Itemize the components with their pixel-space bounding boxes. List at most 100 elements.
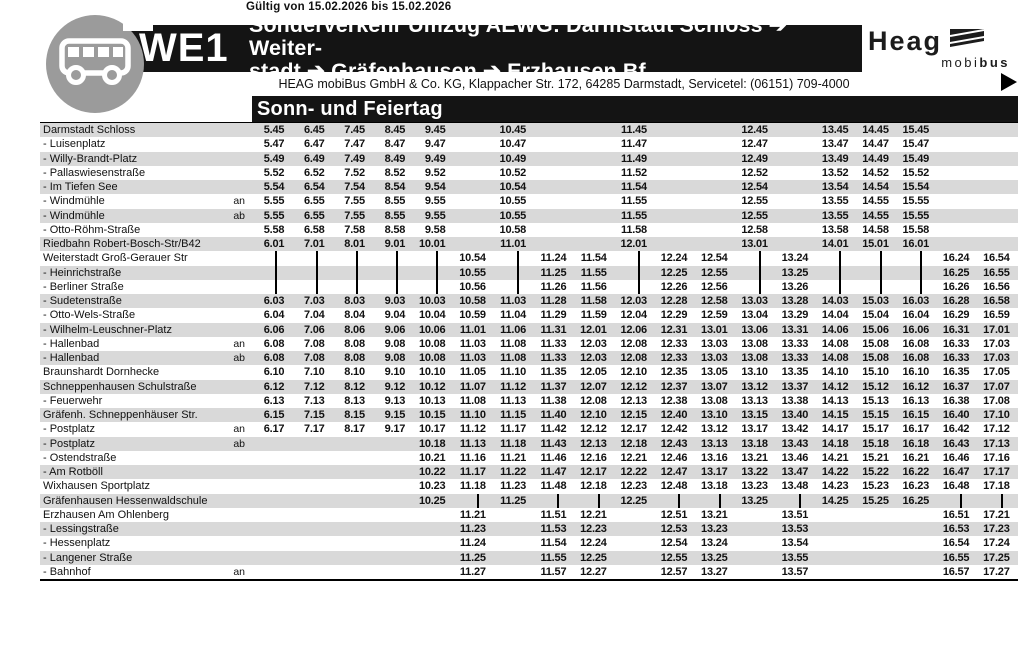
time-cell: 8.03 [344, 295, 365, 308]
time-cell: 17.03 [983, 337, 1010, 350]
time-cell [373, 522, 413, 536]
table-row: - Windmühle an 5.55 6.55 7.55 8.55 9.55 10.55 11… [40, 194, 1018, 208]
route-number: WE1 [139, 26, 229, 70]
time-cell [252, 451, 292, 465]
time-cell [574, 237, 614, 251]
time-cell: 6.13 [263, 394, 285, 407]
pass-through-mark [758, 265, 761, 280]
time-cell: 13.17 [741, 423, 768, 436]
route-header-bar: WE1 Sonderverkehr Umzug AEWG: Darmstadt … [115, 14, 862, 83]
time-cell [937, 223, 977, 237]
time-cell [574, 209, 614, 223]
time-cell: 14.23 [821, 480, 849, 493]
time-cell [292, 265, 332, 280]
time-cell: 13.33 [781, 352, 809, 365]
time-cell: 11.05 [459, 366, 486, 379]
time-cell: 14.49 [862, 152, 889, 165]
pass-through-mark [436, 251, 439, 266]
time-cell [736, 565, 776, 579]
time-cell [655, 194, 695, 208]
time-cell: 16.42 [942, 423, 970, 436]
time-cell [695, 223, 735, 237]
time-cell: 16.33 [942, 337, 970, 350]
table-row: - Am Rotböll 10.22 11.17 11.22 11.47 12.17 12.… [40, 465, 1018, 480]
time-cell: 13.37 [781, 380, 809, 393]
time-cell: 15.58 [902, 223, 930, 236]
time-cell: 12.47 [741, 138, 768, 151]
time-cell: 6.04 [263, 309, 285, 322]
time-cell: 16.06 [902, 323, 930, 336]
pass-through-mark [718, 493, 721, 508]
pass-through-mark [396, 251, 399, 266]
time-cell: 11.10 [459, 409, 486, 422]
time-cell [816, 522, 856, 536]
stop-name: - Postplatz [43, 437, 95, 450]
time-cell: 11.16 [459, 451, 486, 464]
time-cell: 11.58 [580, 295, 607, 308]
time-cell: 11.55 [621, 209, 647, 222]
time-cell: 15.47 [902, 138, 930, 151]
time-cell [776, 123, 816, 137]
time-cell [292, 479, 332, 493]
time-cell: 8.13 [344, 394, 365, 407]
table-row: - Sudetenstraße 6.03 7.03 8.03 9.03 10.03 10.5… [40, 294, 1018, 309]
time-cell: 16.08 [902, 337, 930, 350]
time-cell [534, 223, 574, 237]
time-cell: 11.07 [459, 380, 486, 393]
time-cell: 10.59 [459, 309, 486, 322]
time-cell: 14.12 [821, 380, 849, 393]
table-row: - Lessingstraße 11.23 11.53 12.23 12.53 13.23… [40, 522, 1018, 537]
time-cell [373, 508, 413, 522]
time-cell: 13.38 [781, 394, 809, 407]
time-cell: 11.03 [459, 352, 486, 365]
time-cell: 12.18 [580, 480, 607, 493]
heag-mobibus-logo: Heag mobibus [868, 27, 1018, 70]
time-cell [252, 265, 292, 280]
heag-flag-icon [949, 29, 985, 54]
time-cell: 15.01 [862, 238, 889, 251]
time-cell: 5.47 [263, 138, 285, 151]
time-cell: 12.13 [620, 394, 647, 407]
time-cell: 11.03 [459, 337, 486, 350]
time-cell [695, 137, 735, 151]
time-cell: 6.08 [263, 352, 285, 365]
time-cell [574, 152, 614, 166]
time-cell [534, 237, 574, 251]
time-cell [937, 137, 977, 151]
table-row: Gräfenhausen Hessenwaldschule 10.25 11.25 1… [40, 493, 1018, 508]
time-cell: 14.55 [862, 209, 889, 222]
time-cell: 13.42 [781, 423, 809, 436]
time-cell: 15.22 [862, 466, 889, 479]
time-cell: 13.06 [741, 323, 768, 336]
time-cell: 12.25 [620, 494, 647, 507]
time-cell: 12.24 [660, 252, 688, 265]
time-cell: 16.08 [902, 352, 930, 365]
time-cell: 6.52 [303, 166, 325, 179]
time-cell: 7.13 [303, 394, 325, 407]
time-cell: 9.55 [424, 195, 446, 208]
time-cell: 11.57 [540, 565, 567, 578]
time-cell: 12.33 [660, 337, 688, 350]
time-cell [856, 551, 896, 565]
time-cell: 14.10 [821, 366, 849, 379]
time-cell: 11.42 [540, 423, 567, 436]
time-cell: 14.22 [821, 466, 849, 479]
time-cell: 16.53 [942, 523, 970, 536]
time-cell [977, 237, 1017, 251]
time-cell: 16.38 [942, 394, 970, 407]
time-cell: 11.54 [580, 252, 607, 265]
time-cell: 9.45 [424, 124, 446, 137]
time-cell: 7.06 [303, 323, 325, 336]
time-cell: 11.21 [500, 451, 527, 464]
time-cell: 17.27 [983, 565, 1010, 578]
pass-through-mark [557, 493, 560, 508]
time-cell: 11.08 [459, 394, 486, 407]
table-row: - Postplatz ab 10.18 11.13 11.18 11.43 12.13 12… [40, 436, 1018, 451]
arrival-departure-note: ab [233, 352, 245, 365]
time-cell: 16.17 [902, 423, 930, 436]
stop-name: - Postplatz [43, 423, 95, 436]
time-cell: 12.33 [660, 352, 688, 365]
time-cell: 12.54 [741, 181, 768, 194]
time-cell: 13.03 [701, 337, 728, 350]
time-cell: 16.54 [942, 537, 970, 550]
